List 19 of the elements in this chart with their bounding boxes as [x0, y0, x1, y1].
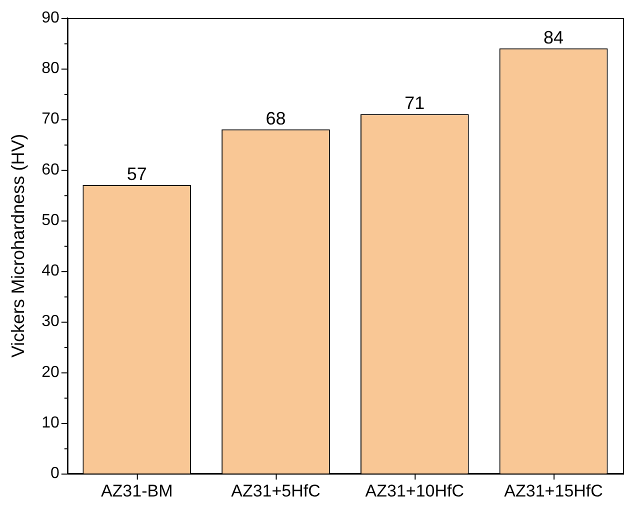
y-tick-label: 80 [42, 60, 60, 78]
data-label: 57 [126, 164, 147, 184]
y-tick-label: 40 [42, 262, 60, 280]
x-tick-label: AZ31+15HfC [504, 481, 603, 500]
x-tick-label: AZ31+5HfC [231, 481, 320, 500]
y-tick-label: 70 [42, 110, 60, 128]
x-tick-label: AZ31-BM [100, 481, 173, 500]
data-label: 84 [544, 27, 564, 48]
x-tick-label: AZ31+10HfC [365, 481, 464, 500]
data-label: 68 [266, 108, 286, 128]
y-tick-label: 10 [42, 414, 60, 432]
y-tick-label: 20 [42, 364, 60, 381]
y-tick-label: 90 [42, 9, 60, 26]
data-label: 71 [404, 93, 425, 114]
y-tick-label: 50 [42, 212, 60, 229]
y-tick-label: 0 [50, 465, 60, 482]
y-tick-label: 60 [42, 161, 60, 178]
y-axis-title: Vickers Microhardness (HV) [8, 134, 28, 358]
y-tick-label: 30 [42, 313, 60, 330]
